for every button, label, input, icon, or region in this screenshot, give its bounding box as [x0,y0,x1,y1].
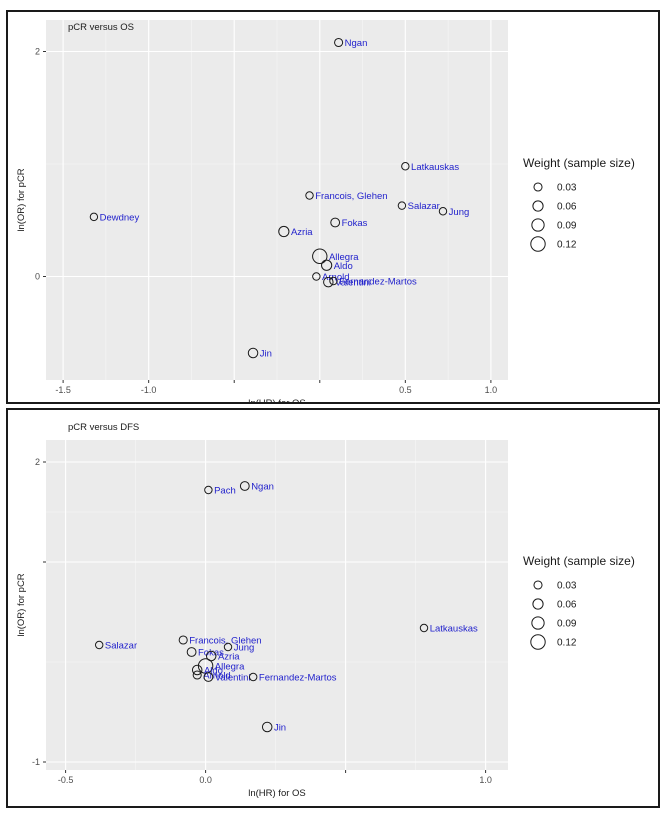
pcr-vs-dfs-panel: -0.5 0.0 1.0 2 -1 Pach Ngan Latkauskas Francois,… [6,408,660,808]
point-label: Salazar [408,201,440,212]
data-point [312,272,321,281]
point-label: Arnold [203,671,230,682]
data-point [186,647,197,657]
legend-label: 0.06 [557,202,577,213]
legend-key [531,218,545,232]
data-point [401,162,410,171]
pcr-vs-os-chart: -1.5 -1.0 0.5 1.0 2 0 Ngan Latkauskas Francois, … [16,20,635,402]
y-tick-label: 2 [35,457,40,467]
data-point [223,642,233,652]
point-label: Latkauskas [411,162,459,173]
data-point [203,672,214,682]
point-label: Ngan [251,482,274,493]
x-tick-label: 0.0 [199,775,212,785]
point-label: Azria [218,652,240,663]
data-point [192,670,202,680]
point-label: Latkauskas [430,624,478,635]
data-point [321,259,333,271]
point-label: Salazar [105,641,137,652]
data-point [334,37,344,48]
data-point [323,276,334,288]
point-label: Allegra [215,662,245,673]
legend-title: Weight (sample size) [523,156,635,170]
data-point [247,347,259,359]
legend-key [532,200,544,212]
point-label: Pach [214,486,236,497]
point-label: Valentini [215,673,251,684]
x-tick-label: -1.0 [141,385,157,395]
point-label: Fokas [342,218,368,229]
point-label: Allegra [329,252,359,263]
x-tick-label: -0.5 [58,775,74,785]
legend-label: 0.03 [557,581,577,592]
x-tick-label: -1.5 [55,385,71,395]
legend-key [530,634,546,650]
data-point [312,248,328,264]
legend-label: 0.09 [557,221,577,232]
y-tick-label: -1 [32,757,40,767]
point-label: Arnold [322,272,349,283]
x-axis-title: ln(HR) for OS [248,788,306,799]
point-label: Aldo [334,261,353,272]
legend-label: 0.06 [557,600,577,611]
point-label: Jin [274,723,286,734]
point-label: Aldo [204,666,223,677]
y-tick-label: 2 [35,47,40,57]
data-point [278,225,290,238]
data-point [397,201,407,210]
legend-key [531,616,545,630]
data-point [204,485,213,495]
y-axis-title: ln(OR) for pCR [16,168,27,231]
legend-label: 0.03 [557,183,577,194]
y-axis-title: ln(OR) for pCR [16,573,27,636]
point-label: Fernandez-Martos [339,277,417,288]
x-axis-title: ln(HR) for OS [248,398,306,402]
legend-label: 0.12 [557,240,577,251]
legend-title: Weight (sample size) [523,554,635,568]
point-label: Francois, Glehen [315,191,387,202]
x-tick-label: 1.0 [479,775,492,785]
data-point [249,672,258,682]
data-point [329,276,338,286]
point-label: Dewdney [100,212,140,223]
x-tick-label: 1.0 [485,385,498,395]
data-point [419,623,429,633]
pcr-vs-os-panel: -1.5 -1.0 0.5 1.0 2 0 Ngan Latkauskas Francois, … [6,10,660,404]
legend-key [533,580,543,590]
y-tick-label: 0 [35,272,40,282]
legend-key [530,236,546,252]
point-label: Valentini [335,278,371,289]
pcr-vs-dfs-chart: -0.5 0.0 1.0 2 -1 Pach Ngan Latkauskas Francois,… [16,422,635,799]
legend-key [532,598,544,610]
data-point [330,217,341,228]
chart-title: pCR versus OS [68,22,134,33]
plot-background [46,440,508,770]
point-label: Jung [449,207,470,218]
data-point [89,212,99,222]
data-point [438,207,448,216]
data-point [261,721,273,733]
legend-label: 0.12 [557,638,577,649]
point-label: Fernandez-Martos [259,673,337,684]
point-label: Jin [260,349,272,360]
point-label: Jung [234,643,255,654]
legend-label: 0.09 [557,619,577,630]
point-label: Azria [291,227,313,238]
data-point [191,664,203,676]
data-point [178,635,188,645]
point-label: Francois, Glehen [189,636,261,647]
data-point [305,191,314,200]
point-label: Fokas [198,648,224,659]
point-label: Ngan [345,38,368,49]
data-point [239,481,250,491]
legend-key [533,182,543,192]
chart-title: pCR versus DFS [68,422,139,433]
x-tick-label: 0.5 [399,385,412,395]
data-point [95,640,104,650]
